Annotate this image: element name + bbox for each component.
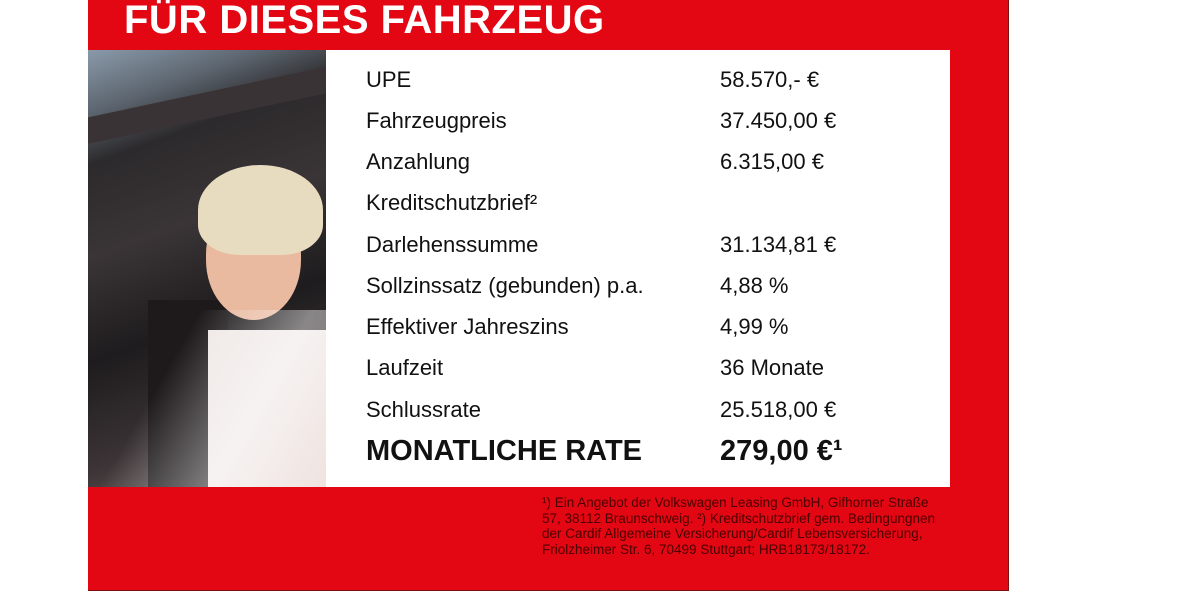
financing-table: UPE 58.570,- € Fahrzeugpreis 37.450,00 € A… [326,50,950,487]
row-label: Effektiver Jahreszins [366,314,569,339]
monthly-rate-label: MONATLICHE RATE [366,435,643,467]
monthly-rate-value: 279,00 €¹ [720,435,843,467]
woman-in-car-photo [88,50,326,487]
row-value: 58.570,- € [720,67,820,92]
shirt [208,330,326,487]
row-value: 37.450,00 € [720,108,837,133]
row-label: Anzahlung [366,149,470,174]
offer-title: FÜR DIESES FAHRZEUG [124,0,605,42]
row-anzahlung: Anzahlung 6.315,00 € [366,149,824,175]
row-label: UPE [366,67,412,92]
row-sollzinssatz: Sollzinssatz (gebunden) p.a. 4,88 % [366,273,789,299]
window-glass [88,310,326,487]
row-value: 31.134,81 € [720,232,837,257]
row-monatliche-rate: MONATLICHE RATE 279,00 €¹ [366,435,843,468]
offer-panel: FÜR DIESES FAHRZEUG UPE 58.570,- € Fahrze… [88,0,1009,591]
row-effektiver-jahreszins: Effektiver Jahreszins 4,99 % [366,314,789,340]
row-darlehenssumme: Darlehenssumme 31.134,81 € [366,232,836,258]
row-label: Schlussrate [366,397,481,422]
row-label: Laufzeit [366,355,444,380]
row-value: 36 Monate [720,355,824,380]
row-laufzeit: Laufzeit 36 Monate [366,355,824,381]
row-kreditschutzbrief: Kreditschutzbrief² [366,190,537,216]
hair [198,165,323,255]
row-value: 25.518,00 € [720,397,837,422]
row-fahrzeugpreis: Fahrzeugpreis 37.450,00 € [366,108,836,134]
row-upe: UPE 58.570,- € [366,67,819,93]
row-value: 4,88 % [720,273,789,298]
row-label: Darlehenssumme [366,232,539,257]
row-label: Sollzinssatz (gebunden) p.a. [366,273,644,298]
footnote: ¹) Ein Angebot der Volkswagen Leasing Gm… [542,495,935,557]
row-label: Fahrzeugpreis [366,108,507,133]
car-door-frame [88,59,326,147]
row-schlussrate: Schlussrate 25.518,00 € [366,397,836,423]
row-label: Kreditschutzbrief² [366,190,538,215]
row-value: 4,99 % [720,314,789,339]
row-value: 6.315,00 € [720,149,824,174]
